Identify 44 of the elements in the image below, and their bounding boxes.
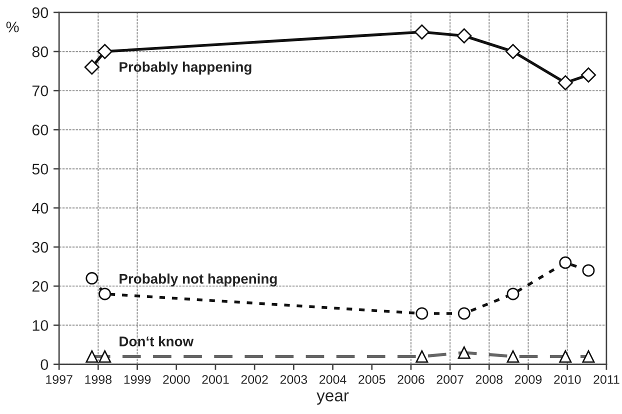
y-tick-label: 10 — [32, 320, 48, 331]
x-tick-label: 2010 — [554, 375, 581, 384]
point — [414, 24, 430, 40]
point — [506, 288, 520, 300]
series-label: Probably happening — [120, 62, 252, 75]
x-tick-label: 1997 — [46, 375, 72, 384]
x-tick-label: 2008 — [476, 375, 503, 384]
y-tick-label: 20 — [32, 280, 48, 292]
x-tick-label: 2007 — [436, 375, 464, 384]
y-tick-label: 60 — [32, 124, 48, 136]
x-tick-label: 2005 — [358, 375, 386, 384]
point — [456, 28, 472, 44]
point — [97, 44, 112, 60]
point — [559, 256, 572, 269]
y-tick-label: 70 — [32, 85, 48, 96]
point — [98, 288, 112, 300]
x-tick-label: 2006 — [398, 375, 424, 384]
point — [582, 264, 595, 277]
y-tick-label: 80 — [32, 46, 48, 58]
y-tick-label: 90 — [32, 7, 48, 18]
y-tick-label: 30 — [32, 242, 48, 253]
point — [416, 307, 428, 320]
x-tick-label: 1999 — [124, 375, 151, 384]
x-tick-label: 2011 — [594, 375, 620, 384]
y-tick-label: 0 — [40, 359, 48, 370]
point — [458, 307, 470, 320]
x-tick-label: 2009 — [514, 375, 542, 384]
series-label: Don‘t know — [120, 336, 194, 346]
point — [505, 44, 521, 60]
x-tick-label: 2002 — [241, 375, 268, 384]
point — [580, 67, 596, 83]
y-tick-label: 40 — [32, 202, 48, 214]
y-axis-title: % — [6, 22, 19, 32]
point — [84, 60, 100, 75]
y-tick-label: 50 — [32, 164, 48, 175]
x-tick-label: 1998 — [85, 375, 112, 384]
point — [86, 272, 98, 285]
x-tick-label: 2003 — [280, 375, 308, 384]
x-tick-label: 2000 — [163, 375, 190, 384]
x-tick-label: 2001 — [202, 375, 229, 384]
point — [558, 75, 573, 90]
x-tick-label: 2004 — [319, 375, 346, 384]
x-axis-title: year — [316, 392, 349, 405]
series-label: Probably not happening — [120, 274, 277, 287]
